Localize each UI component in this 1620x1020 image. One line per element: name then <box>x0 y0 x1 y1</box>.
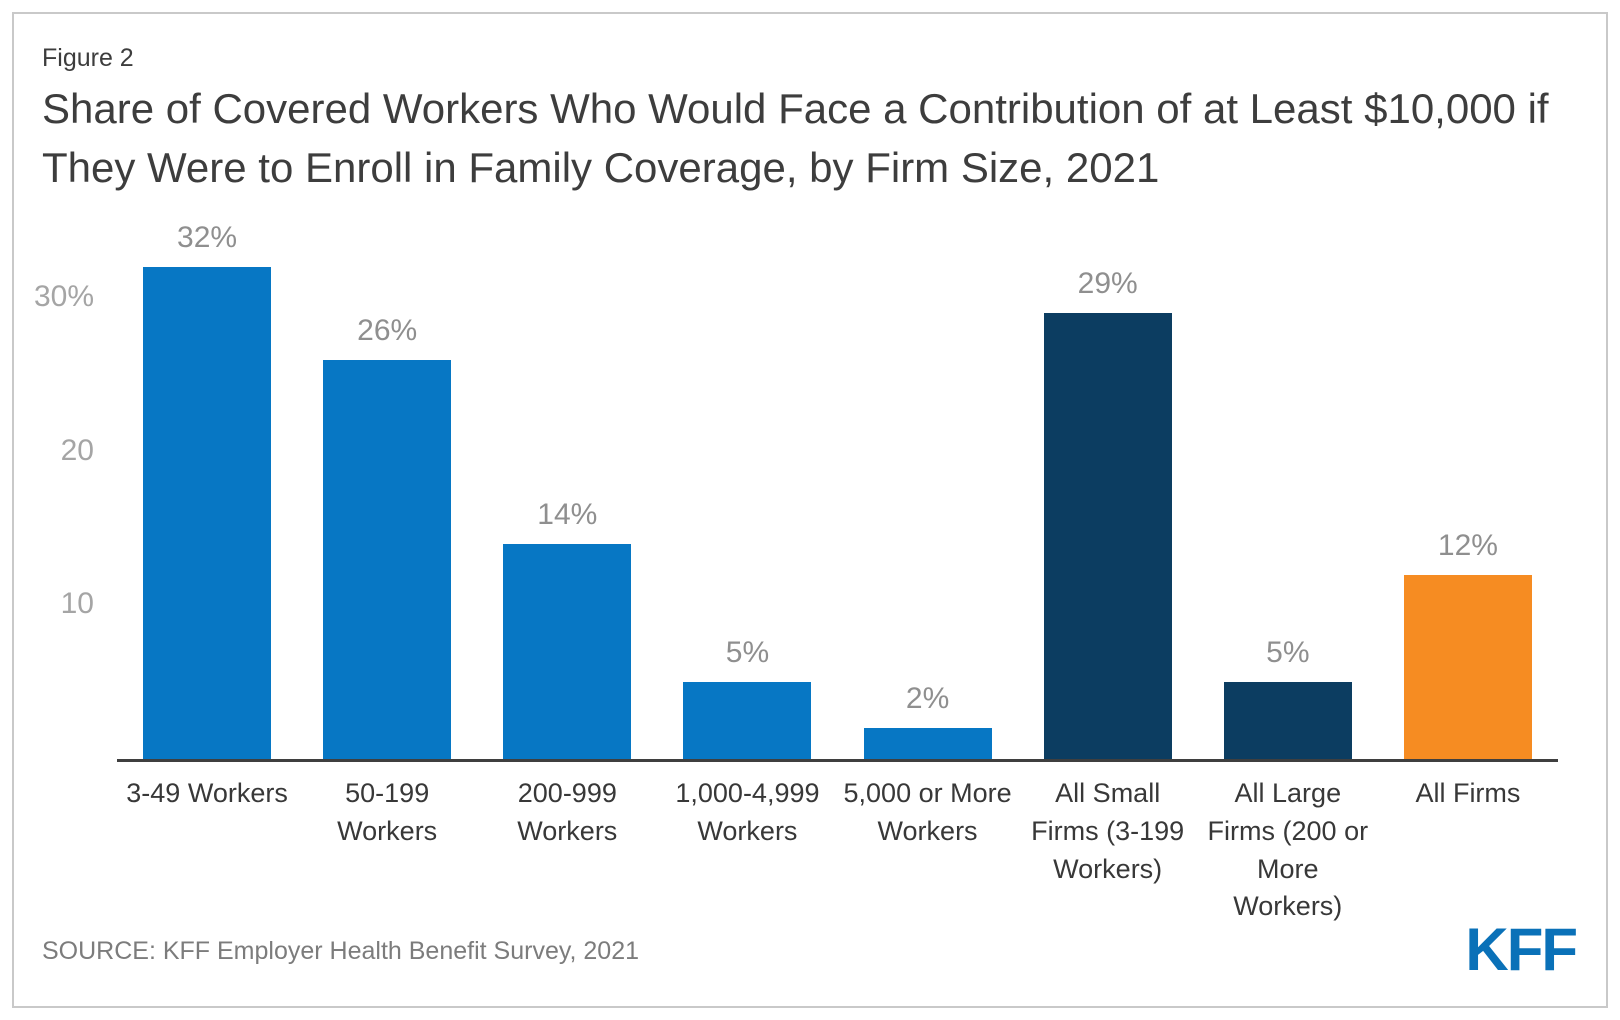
bar <box>323 360 452 759</box>
y-axis-tick-label: 20 <box>60 434 94 467</box>
category-label: All Firms <box>1415 778 1521 808</box>
bar <box>1223 682 1352 759</box>
y-axis-tick-label: 10 <box>60 587 94 620</box>
bar-value-label: 29% <box>1077 267 1138 300</box>
bar <box>503 544 632 759</box>
figure-number: Figure 2 <box>42 44 134 72</box>
bar-value-label: 2% <box>905 682 950 715</box>
category-label: 200-999 Workers <box>517 778 618 846</box>
bar-column: 2% 5,000 or More Workers <box>838 252 1018 846</box>
bar-value-label: 5% <box>725 636 770 669</box>
bar-column: 12% All Firms <box>1378 252 1558 808</box>
y-axis-tick-label: 30% <box>33 280 94 313</box>
chart-title: Share of Covered Workers Who Would Face … <box>42 85 1549 191</box>
figure-frame: Figure 2 Share of Covered Workers Who Wo… <box>12 12 1608 1008</box>
source-note: SOURCE: KFF Employer Health Benefit Surv… <box>42 937 639 965</box>
bar-column: 14% 200-999 Workers <box>477 252 657 846</box>
category-label: 3-49 Workers <box>126 778 288 808</box>
bar-value-label: 12% <box>1437 529 1498 562</box>
bar-column: 5% 1,000-4,999 Workers <box>657 252 837 846</box>
kff-logo: KFF <box>1465 916 1578 983</box>
bar <box>1403 575 1532 759</box>
category-label: 50-199 Workers <box>337 778 438 846</box>
category-label: 1,000-4,999 Workers <box>675 778 820 846</box>
bar-value-label: 32% <box>177 221 238 254</box>
bar-value-label: 26% <box>357 314 418 347</box>
category-label: All Large Firms (200 or More Workers) <box>1207 778 1369 922</box>
bar-column: 29% All Small Firms (3-199 Workers) <box>1018 252 1198 884</box>
bar <box>683 682 812 759</box>
bar <box>143 267 272 759</box>
bar-column: 26% 50-199 Workers <box>297 252 477 846</box>
bar <box>863 728 992 759</box>
bar <box>1043 313 1172 759</box>
bar-value-label: 5% <box>1266 636 1310 669</box>
plot-area: 32% 3-49 Workers 26% 50-199 Workers 14% 200-99… <box>117 221 1558 921</box>
category-label: All Small Firms (3-199 Workers) <box>1031 778 1185 884</box>
bar-column: 32% 3-49 Workers <box>117 221 297 808</box>
bar-value-label: 14% <box>537 498 598 531</box>
category-label: 5,000 or More Workers <box>843 778 1012 846</box>
bar-column: 5% All Large Firms (200 or More Workers) <box>1198 252 1378 921</box>
